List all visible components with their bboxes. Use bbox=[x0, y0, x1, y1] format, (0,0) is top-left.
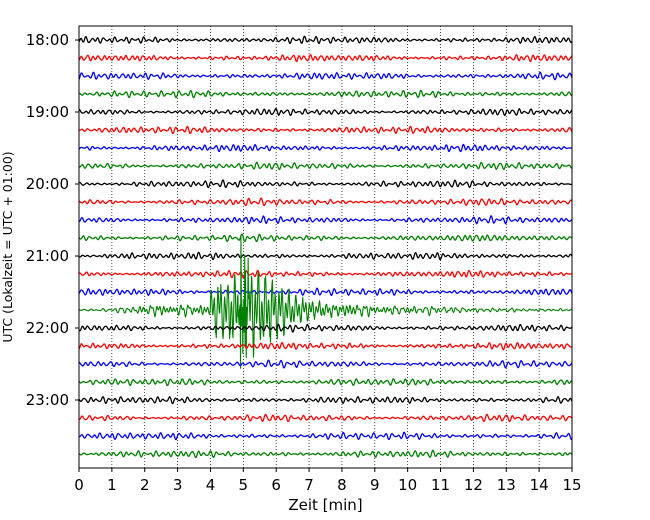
trace-line bbox=[79, 396, 572, 405]
trace-line bbox=[79, 287, 572, 297]
trace-line bbox=[79, 71, 572, 81]
y-tick-label: 21:00 bbox=[26, 247, 69, 265]
x-tick-label: 7 bbox=[304, 476, 314, 494]
x-tick-label: 12 bbox=[464, 476, 483, 494]
trace-line bbox=[79, 323, 572, 333]
y-tick-label: 23:00 bbox=[26, 391, 69, 409]
trace-line bbox=[79, 233, 572, 243]
trace-line bbox=[79, 108, 572, 117]
trace-line bbox=[79, 378, 572, 387]
y-tick-label: 20:00 bbox=[26, 175, 69, 193]
trace-line bbox=[79, 269, 572, 279]
trace-line bbox=[79, 89, 572, 99]
x-axis-label: Zeit [min] bbox=[288, 496, 362, 514]
plot-frame bbox=[78, 25, 573, 469]
trace-line bbox=[79, 35, 572, 44]
trace-line bbox=[79, 125, 572, 135]
x-tick-label: 0 bbox=[74, 476, 84, 494]
x-tick-label: 4 bbox=[206, 476, 216, 494]
trace-line bbox=[79, 449, 572, 459]
trace-line bbox=[79, 413, 572, 423]
x-tick-label: 11 bbox=[431, 476, 450, 494]
trace-line bbox=[79, 251, 572, 261]
x-tick-label: 8 bbox=[337, 476, 347, 494]
y-tick-label: 22:00 bbox=[26, 319, 69, 337]
y-tick-label: 19:00 bbox=[26, 103, 69, 121]
trace-line bbox=[79, 197, 572, 207]
y-tick-label: 18:00 bbox=[26, 31, 69, 49]
x-tick-label: 13 bbox=[497, 476, 516, 494]
trace-line bbox=[79, 359, 572, 369]
trace-line bbox=[79, 179, 572, 189]
x-tick-label: 10 bbox=[398, 476, 417, 494]
x-tick-label: 6 bbox=[271, 476, 281, 494]
trace-line bbox=[79, 143, 572, 153]
y-axis: 18:00 19:00 20:00 21:00 22:00 23:00 bbox=[26, 31, 79, 409]
x-tick-label: 5 bbox=[239, 476, 249, 494]
x-axis: 0 1 2 3 4 5 6 7 8 9 10 11 12 13 14 15 bbox=[74, 468, 582, 494]
trace-line bbox=[79, 161, 572, 171]
trace-line bbox=[79, 342, 572, 351]
x-tick-label: 9 bbox=[370, 476, 380, 494]
x-tick-label: 3 bbox=[173, 476, 183, 494]
trace-line bbox=[79, 215, 572, 225]
x-tick-label: 1 bbox=[107, 476, 117, 494]
trace-line bbox=[79, 54, 572, 63]
x-tick-label: 14 bbox=[530, 476, 549, 494]
y-axis-label: UTC (Lokalzeit = UTC + 01:00) bbox=[0, 151, 15, 342]
seismogram-traces bbox=[79, 35, 572, 459]
trace-line bbox=[79, 234, 572, 369]
x-tick-label: 2 bbox=[140, 476, 150, 494]
trace-line bbox=[79, 431, 572, 441]
x-tick-label: 15 bbox=[562, 476, 581, 494]
